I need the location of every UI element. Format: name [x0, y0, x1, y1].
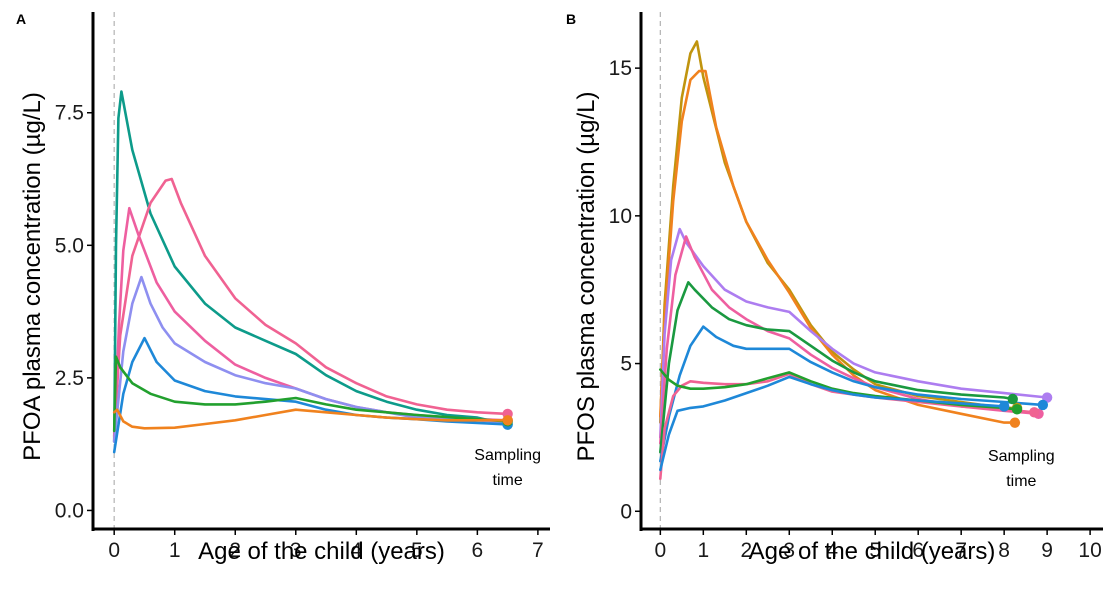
x-tick-label: 6	[472, 539, 484, 562]
x-tick-label: 3	[290, 539, 302, 562]
sampling-time-line: time	[493, 472, 523, 489]
x-tick-label: 2	[740, 539, 752, 562]
sampling-point-7	[502, 415, 513, 426]
y-axis-title: PFOA plasma concentration (µg/L)	[19, 92, 46, 461]
sampling-point-8	[1011, 404, 1023, 415]
sampling-time-line: time	[1006, 473, 1036, 490]
x-tick-label: 5	[869, 539, 881, 562]
x-tick-label: 1	[169, 539, 181, 562]
x-tick-label: 1	[697, 539, 709, 562]
panel-b: B 0 1 2 3 4 5 6 7 8 9 10 0 5 10 15 Age of the child (yea…	[566, 11, 1103, 565]
x-tick-label: 5	[411, 539, 423, 562]
y-tick-label: 7.5	[55, 102, 84, 125]
x-tick-label: 3	[783, 539, 795, 562]
sampling-time-label: Sampling time	[988, 448, 1055, 490]
panel-a: A 0 1 2 3 4 5 6 7 0.0 2.5 5.0 7.5 Age of the child (y…	[16, 11, 550, 565]
series-line-6	[659, 325, 1045, 463]
sampling-time-line: Sampling	[474, 447, 541, 464]
series-line-5	[659, 281, 1014, 454]
sampling-point-5	[1007, 393, 1018, 405]
sampling-point-6	[1037, 399, 1049, 411]
series-line-6	[112, 355, 509, 433]
y-tick-label: 5	[620, 353, 632, 376]
series-line-1	[659, 40, 1019, 424]
x-tick-label: 0	[654, 539, 666, 562]
sampling-time-line: Sampling	[988, 448, 1055, 465]
y-tick-label: 15	[609, 57, 632, 80]
y-tick-label: 0.0	[55, 499, 84, 522]
x-tick-label: 7	[532, 539, 544, 562]
panel-label: B	[566, 11, 576, 27]
series-line-1	[112, 90, 509, 443]
x-tick-label: 4	[350, 539, 362, 562]
series-line-9	[659, 375, 1006, 472]
x-axis-title: Age of the child (years)	[749, 538, 996, 565]
series-line-4	[112, 275, 509, 443]
series-line-7	[112, 408, 509, 430]
x-tick-label: 4	[826, 539, 838, 562]
x-axis-title: Age of the child (years)	[198, 538, 445, 565]
x-tick-label: 9	[1041, 539, 1053, 562]
y-tick-label: 5.0	[55, 234, 84, 257]
y-tick-label: 10	[609, 205, 632, 228]
y-tick-label: 2.5	[55, 367, 84, 390]
sampling-point-7	[1029, 407, 1040, 418]
x-tick-label: 6	[912, 539, 924, 562]
sampling-time-label: Sampling time	[474, 447, 541, 489]
x-tick-label: 2	[229, 539, 241, 562]
y-axis-title: PFOS plasma concentration (µg/L)	[573, 92, 600, 462]
y-tick-label: 0	[620, 500, 632, 523]
x-tick-label: 10	[1078, 539, 1101, 562]
panel-label: A	[16, 11, 26, 27]
series-line-2	[112, 177, 509, 438]
series-line-4	[659, 235, 1040, 445]
x-tick-label: 8	[998, 539, 1010, 562]
sampling-point-2	[1009, 417, 1021, 428]
series-line-3	[659, 227, 1049, 439]
x-tick-label: 0	[108, 539, 120, 562]
sampling-point-9	[998, 401, 1010, 412]
x-tick-label: 7	[955, 539, 967, 562]
